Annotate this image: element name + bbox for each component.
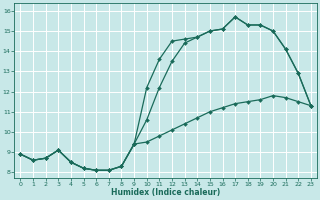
- X-axis label: Humidex (Indice chaleur): Humidex (Indice chaleur): [111, 188, 220, 197]
